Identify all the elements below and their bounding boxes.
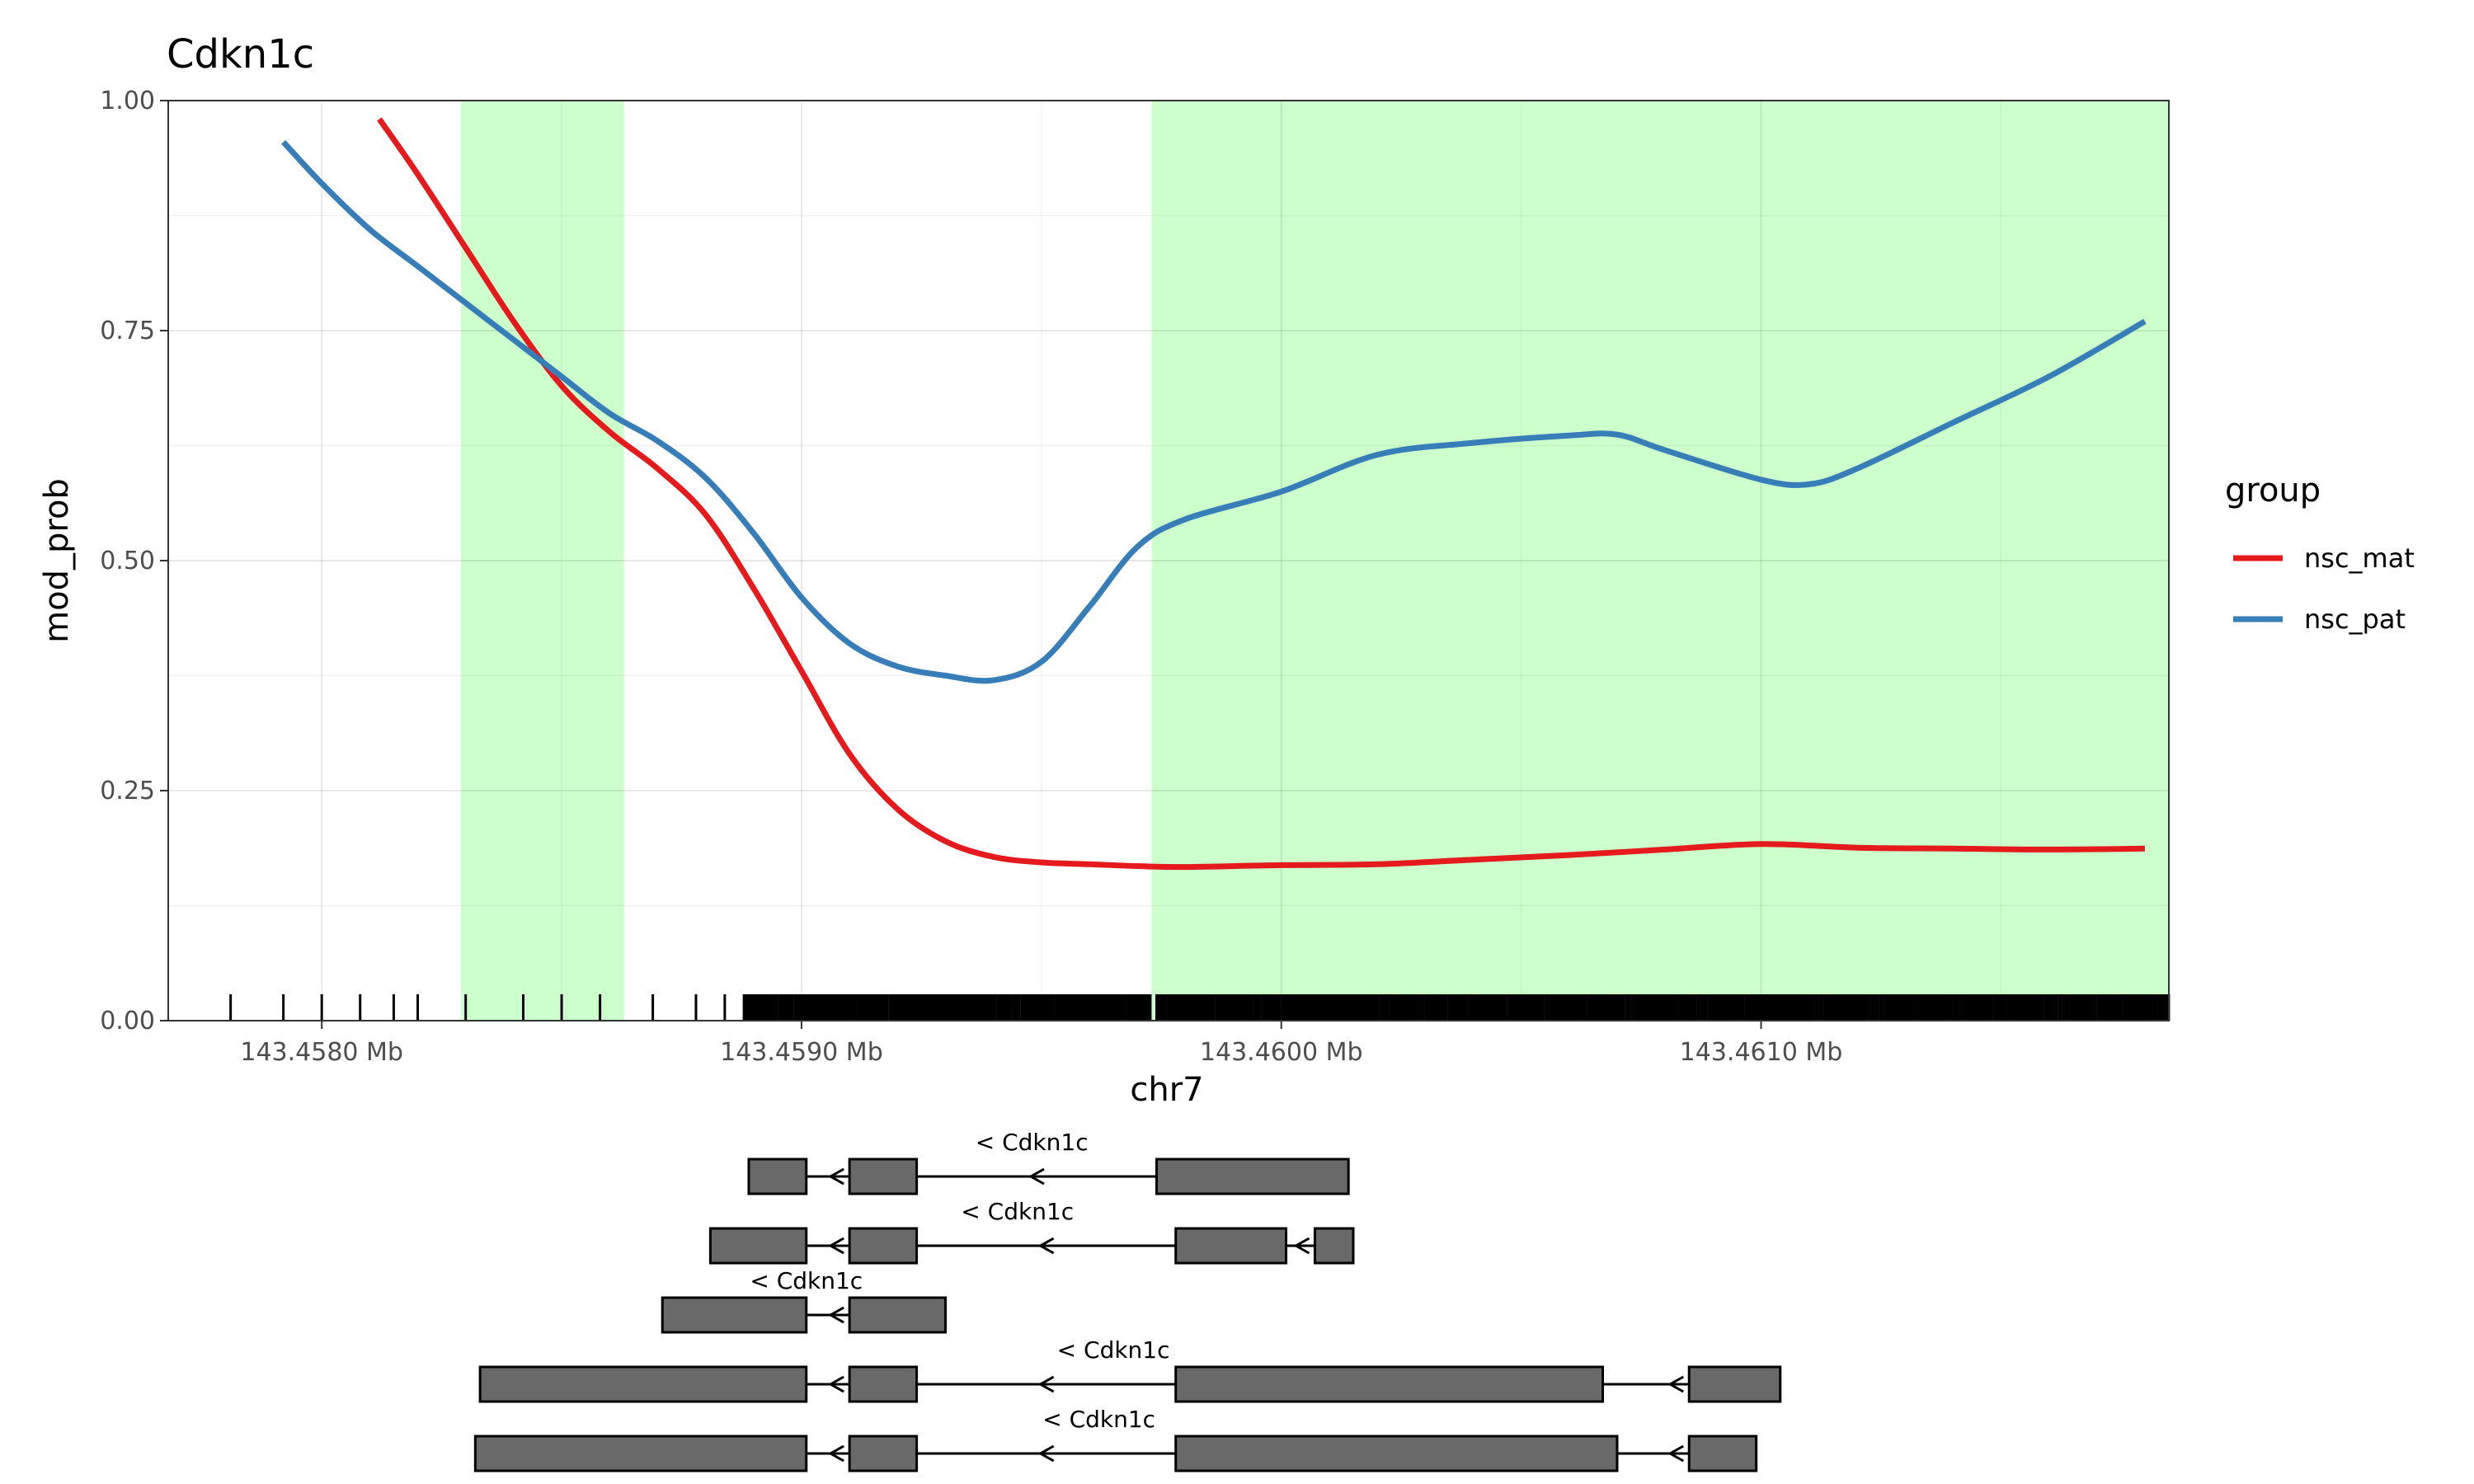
series-line-nsc_pat <box>281 139 2147 684</box>
transcript-1: < Cdkn1c <box>747 1129 1350 1195</box>
exon-box <box>848 1158 919 1195</box>
strand-arrow-icon <box>1667 1375 1684 1393</box>
legend: group nsc_mat nsc_pat <box>2225 472 2415 635</box>
exon-box <box>661 1296 808 1334</box>
series-line-nsc_mat <box>377 117 2145 871</box>
y-tick-label: 0.50 <box>100 547 155 575</box>
transcript-3: < Cdkn1c <box>661 1267 947 1334</box>
transcript-label: < Cdkn1c <box>1042 1406 1155 1433</box>
exon-box <box>848 1296 947 1334</box>
strand-arrow-icon <box>1037 1444 1055 1463</box>
strand-arrow-icon <box>828 1375 844 1393</box>
plot-title: Cdkn1c <box>167 31 314 77</box>
x-tick-label: 143.4600 Mb <box>1200 1038 1363 1067</box>
legend-entries: nsc_mat nsc_pat <box>2233 542 2415 635</box>
exon-box <box>1155 1158 1350 1195</box>
y-tick-label: 0.75 <box>100 317 155 345</box>
y-axis-title: mod_prob <box>38 478 76 643</box>
strand-arrow-icon <box>1037 1237 1055 1255</box>
y-tick-label: 0.00 <box>100 1007 155 1036</box>
exon-box <box>1687 1365 1782 1403</box>
strand-arrow-icon <box>1667 1444 1684 1463</box>
exon-box <box>1174 1435 1619 1472</box>
exon-box <box>1174 1365 1605 1403</box>
exon-box <box>848 1365 919 1403</box>
strand-arrow-icon <box>828 1237 844 1255</box>
transcript-5: < Cdkn1c <box>473 1406 1758 1472</box>
strand-arrow-icon <box>828 1306 844 1324</box>
strand-arrow-icon <box>828 1167 844 1186</box>
transcript-label: < Cdkn1c <box>1057 1336 1170 1364</box>
exon-box <box>747 1158 808 1195</box>
legend-title: group <box>2225 472 2321 510</box>
x-axis-title: chr7 <box>1130 1071 1203 1109</box>
rug-marks <box>229 994 2171 1021</box>
highlight-region-1 <box>460 101 624 1021</box>
strand-arrow-icon <box>828 1444 844 1463</box>
plot-area <box>167 100 2171 1021</box>
x-tick-label: 143.4610 Mb <box>1680 1038 1843 1067</box>
x-axis: 143.4580 Mb 143.4590 Mb 143.4600 Mb 143.461… <box>240 1021 1842 1067</box>
y-tick-label: 1.00 <box>100 87 155 115</box>
gene-track: < Cdkn1c < Cdkn1c < Cdkn1c < Cdkn1c < Cdkn1c <box>473 1129 1782 1472</box>
strand-arrow-icon <box>1293 1237 1310 1255</box>
exon-box <box>848 1435 919 1472</box>
transcript-2: < Cdkn1c <box>708 1198 1355 1265</box>
strand-arrow-icon <box>1037 1375 1055 1393</box>
transcript-label: < Cdkn1c <box>750 1267 863 1294</box>
transcript-4: < Cdkn1c <box>478 1336 1782 1403</box>
y-axis: 0.00 0.25 0.50 0.75 1.00 <box>100 87 168 1036</box>
exon-box <box>478 1365 808 1403</box>
strand-arrow-icon <box>1028 1167 1045 1186</box>
y-tick-label: 0.25 <box>100 777 155 805</box>
transcript-label: < Cdkn1c <box>976 1129 1089 1156</box>
x-tick-label: 143.4580 Mb <box>240 1038 403 1067</box>
legend-label-nsc_pat: nsc_pat <box>2304 603 2406 635</box>
exon-box <box>1313 1227 1355 1265</box>
exon-box <box>1174 1227 1288 1265</box>
exon-box <box>708 1227 808 1265</box>
legend-label-nsc_mat: nsc_mat <box>2304 542 2415 574</box>
transcript-label: < Cdkn1c <box>961 1198 1074 1225</box>
exon-box <box>473 1435 808 1472</box>
x-tick-label: 143.4590 Mb <box>720 1038 883 1067</box>
exon-box <box>848 1227 919 1265</box>
series-lines <box>281 117 2147 871</box>
exon-box <box>1687 1435 1758 1472</box>
